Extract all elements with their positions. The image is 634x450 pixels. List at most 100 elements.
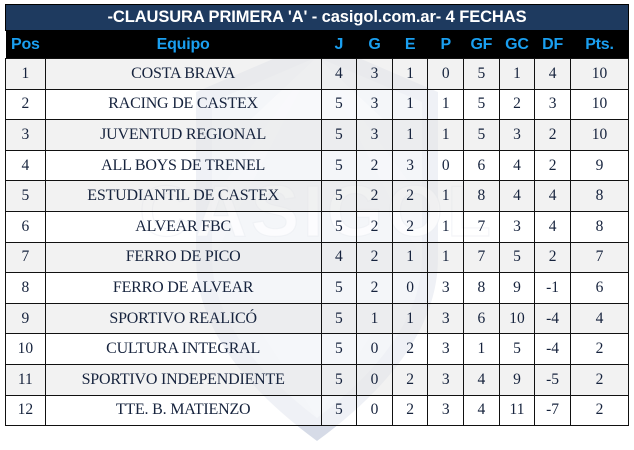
cell-pos: 7 xyxy=(5,241,46,274)
cell-pts: 7 xyxy=(569,241,630,274)
cell-pos: 3 xyxy=(5,119,46,151)
cell-df: 4 xyxy=(534,180,571,212)
standings-panel: -CLAUSURA PRIMERA 'A' - casigol.com.ar- … xyxy=(5,4,630,427)
table-row[interactable]: 4 ALL BOYS DE TRENEL 5 2 3 0 6 4 2 9 xyxy=(5,149,630,182)
column-header-df[interactable]: DF xyxy=(534,31,571,59)
cell-pos: 8 xyxy=(5,272,46,304)
cell-gf: 4 xyxy=(463,394,500,427)
cell-e: 3 xyxy=(391,149,429,182)
cell-j: 5 xyxy=(320,88,358,121)
column-header-gf[interactable]: GF xyxy=(463,31,500,59)
cell-p: 1 xyxy=(427,119,465,151)
cell-p: 3 xyxy=(427,302,465,335)
cell-gc: 11 xyxy=(498,394,536,427)
cell-j: 5 xyxy=(320,210,358,243)
cell-gf: 8 xyxy=(463,272,500,304)
cell-g: 3 xyxy=(356,119,393,151)
cell-df: -7 xyxy=(534,394,571,427)
cell-g: 0 xyxy=(356,394,393,427)
cell-gc: 3 xyxy=(498,119,536,151)
cell-team: CULTURA INTEGRAL xyxy=(44,333,322,365)
cell-team: FERRO DE PICO xyxy=(44,241,322,274)
cell-pts: 2 xyxy=(569,394,630,427)
column-header-team[interactable]: Equipo xyxy=(45,31,322,59)
cell-j: 4 xyxy=(320,58,358,90)
cell-pts: 8 xyxy=(569,210,630,243)
cell-team: ALL BOYS DE TRENEL xyxy=(44,149,322,182)
table-row[interactable]: 1 COSTA BRAVA 4 3 1 0 5 1 4 10 xyxy=(5,58,630,90)
cell-gc: 4 xyxy=(498,180,536,212)
cell-g: 2 xyxy=(356,180,393,212)
cell-g: 2 xyxy=(356,241,393,274)
table-row[interactable]: 10 CULTURA INTEGRAL 5 0 2 3 1 5 -4 2 xyxy=(5,333,630,365)
cell-j: 5 xyxy=(320,363,358,396)
cell-p: 3 xyxy=(427,333,465,365)
column-header-p[interactable]: P xyxy=(427,31,464,59)
table-row[interactable]: 2 RACING DE CASTEX 5 3 1 1 5 2 3 10 xyxy=(5,88,630,121)
column-header-pos[interactable]: Pos xyxy=(5,31,46,59)
page-title-text: -CLAUSURA PRIMERA 'A' - casigol.com.ar- … xyxy=(107,8,527,26)
cell-df: -4 xyxy=(534,333,571,365)
column-header-g[interactable]: G xyxy=(356,31,393,59)
table-row[interactable]: 11 SPORTIVO INDEPENDIENTE 5 0 2 3 4 9 -5 2 xyxy=(5,363,630,396)
cell-team: RACING DE CASTEX xyxy=(44,88,322,121)
cell-gf: 5 xyxy=(463,119,500,151)
cell-gc: 1 xyxy=(498,58,536,90)
cell-p: 3 xyxy=(427,272,465,304)
cell-df: 2 xyxy=(534,241,571,274)
cell-e: 1 xyxy=(391,302,429,335)
cell-pos: 6 xyxy=(5,210,46,243)
table-row[interactable]: 5 ESTUDIANTIL DE CASTEX 5 2 2 1 8 4 4 8 xyxy=(5,180,630,212)
cell-team: JUVENTUD REGIONAL xyxy=(44,119,322,151)
cell-j: 4 xyxy=(320,241,358,274)
cell-pts: 2 xyxy=(569,363,630,396)
cell-g: 3 xyxy=(356,88,393,121)
cell-gf: 5 xyxy=(463,88,500,121)
cell-gf: 1 xyxy=(463,333,500,365)
standings-table: Pos Equipo J G E P GF GC DF Pts. 1 COSTA … xyxy=(5,31,630,427)
table-row[interactable]: 3 JUVENTUD REGIONAL 5 3 1 1 5 3 2 10 xyxy=(5,119,630,151)
cell-e: 1 xyxy=(391,119,429,151)
table-row[interactable]: 7 FERRO DE PICO 4 2 1 1 7 5 2 7 xyxy=(5,241,630,274)
cell-df: 2 xyxy=(534,119,571,151)
header-row: Pos Equipo J G E P GF GC DF Pts. xyxy=(5,31,629,59)
cell-pos: 2 xyxy=(5,88,46,121)
cell-g: 2 xyxy=(356,272,393,304)
cell-gc: 4 xyxy=(498,149,536,182)
page-title: -CLAUSURA PRIMERA 'A' - casigol.com.ar- … xyxy=(5,4,629,31)
cell-j: 5 xyxy=(320,333,358,365)
cell-gf: 5 xyxy=(463,58,500,90)
cell-pos: 1 xyxy=(5,58,46,90)
cell-gc: 2 xyxy=(498,88,536,121)
cell-gf: 7 xyxy=(463,241,500,274)
cell-gc: 10 xyxy=(498,302,536,335)
cell-gc: 5 xyxy=(498,333,536,365)
column-header-pts[interactable]: Pts. xyxy=(570,31,629,59)
cell-pos: 9 xyxy=(5,302,46,335)
cell-pts: 2 xyxy=(569,333,630,365)
cell-gc: 9 xyxy=(498,272,536,304)
cell-team: SPORTIVO INDEPENDIENTE xyxy=(44,363,322,396)
cell-g: 3 xyxy=(356,58,393,90)
table-row[interactable]: 12 TTE. B. MATIENZO 5 0 2 3 4 11 -7 2 xyxy=(5,394,630,427)
table-row[interactable]: 6 ALVEAR FBC 5 2 2 1 7 3 4 8 xyxy=(5,210,630,243)
cell-df: 4 xyxy=(534,58,571,90)
table-row[interactable]: 9 SPORTIVO REALICÓ 5 1 1 3 6 10 -4 4 xyxy=(5,302,630,335)
table-row[interactable]: 8 FERRO DE ALVEAR 5 2 0 3 8 9 -1 6 xyxy=(5,272,630,304)
cell-e: 0 xyxy=(391,272,429,304)
table-header: Pos Equipo J G E P GF GC DF Pts. xyxy=(5,31,629,59)
cell-p: 1 xyxy=(427,210,465,243)
column-header-gc[interactable]: GC xyxy=(499,31,535,59)
cell-e: 2 xyxy=(391,180,429,212)
cell-team: SPORTIVO REALICÓ xyxy=(44,302,322,335)
cell-e: 2 xyxy=(391,210,429,243)
cell-g: 0 xyxy=(356,333,393,365)
cell-gf: 8 xyxy=(463,180,500,212)
cell-j: 5 xyxy=(320,119,358,151)
column-header-e[interactable]: E xyxy=(392,31,428,59)
cell-df: 3 xyxy=(534,88,571,121)
cell-p: 3 xyxy=(427,394,465,427)
column-header-j[interactable]: J xyxy=(321,31,357,59)
cell-p: 3 xyxy=(427,363,465,396)
table-body: 1 COSTA BRAVA 4 3 1 0 5 1 4 10 2 RACING DE CASTEX 5 3… xyxy=(5,58,630,427)
